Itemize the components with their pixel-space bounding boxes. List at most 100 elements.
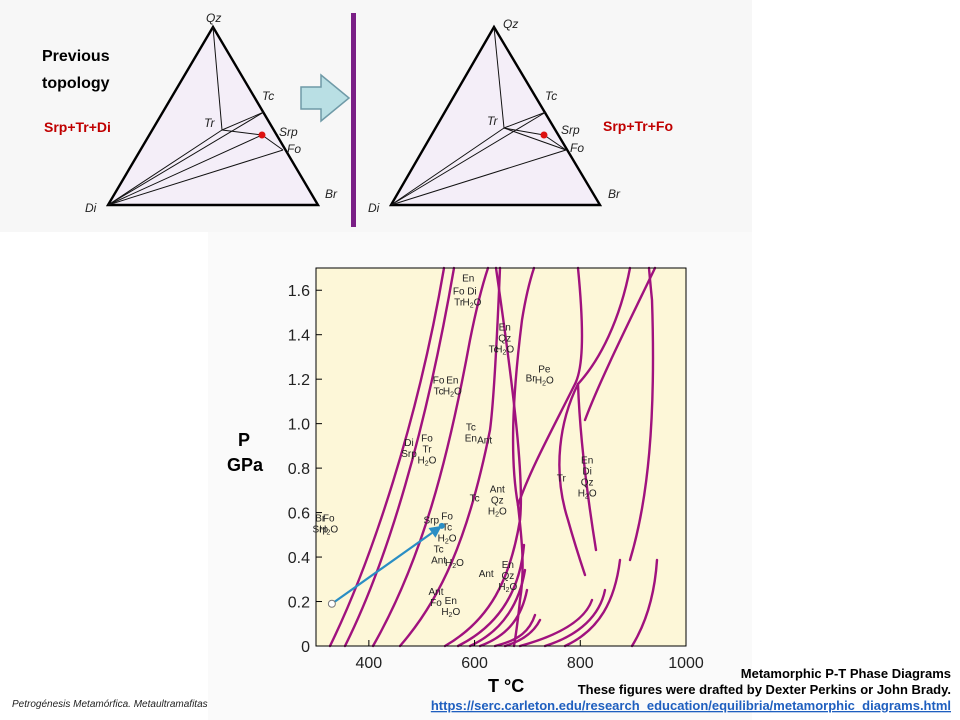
y-axis-label-line1: P [238,430,250,450]
reaction-curve-18 [518,598,594,648]
reaction-curve-9 [493,613,537,648]
field-label-10: Di H2O [462,287,481,310]
field-label-6: Fo Tc [433,376,445,398]
x-axis-label: T °C [488,676,524,696]
left-tieline-srp-fo [261,134,284,151]
right-tieline-tr-srp [503,127,545,136]
y-tick-label-6: 1.2 [288,372,310,389]
reaction-curve-12 [511,266,536,507]
left-tieline-di-tc [107,111,265,206]
field-label-21: Ant Fo [428,587,443,609]
field-label-1: Fo H2O [319,513,338,536]
field-label-0: Br Srp [312,513,328,535]
field-label-4: Di Srp [401,438,417,460]
right-assemblage-label: Srp+Tr+Fo [603,118,673,134]
reaction-curve-21 [628,266,655,562]
left-label-srp: Srp [279,125,298,139]
left-tieline-tr-srp [221,129,263,136]
footer-course-title: Petrogénesis Metamórfica. Metaultramafit… [12,699,208,710]
y-tick-label-4: 0.8 [288,461,310,478]
left-vertex-br: Br [325,187,338,201]
y-tick-label-7: 1.4 [288,328,310,345]
reaction-curve-13 [512,503,524,648]
axis-ticks: 400 600 800 1000 0 0.2 0.4 0.6 0.8 1.0 1.2 1.4 1.6 [288,283,704,672]
topology-title-line2: topology [42,75,110,92]
left-tieline-di-fo [107,149,284,206]
field-label-12: En Qz H2O [495,322,514,356]
left-triangle-diagram: Qz Di Br Tc Tr Srp Fo [85,11,338,215]
highlight-arrow-line [331,531,433,605]
field-label-7: En H2O [443,376,462,399]
transition-arrow-icon [300,73,351,123]
plot-frame [315,267,687,647]
left-tieline-tr-tc [221,111,265,131]
reaction-curve-14 [576,266,632,386]
x-tick-label-0: 400 [356,655,383,672]
field-label-26: En Di Qz H2O [578,456,597,501]
left-assemblage-label: Srp+Tr+Di [44,119,111,135]
right-tieline-di-tr [390,127,505,206]
right-vertex-br: Br [608,187,621,201]
field-label-25: Tr [557,473,567,484]
left-label-fo: Fo [287,142,301,156]
highlight-arrow-start [327,599,336,608]
reaction-curves [328,266,659,648]
panel-divider [351,13,356,227]
highlight-arrow-end [438,522,445,529]
pt-phase-diagram: 400 600 800 1000 0 0.2 0.4 0.6 0.8 1.0 1.2 1.4 1.6 B… [227,266,704,696]
y-axis-label-line2: GPa [227,455,264,475]
right-tieline-di-fo [390,149,567,206]
field-label-11: Tc [489,344,499,355]
field-label-20: H2O [445,558,464,570]
right-tieline-tr-tc [503,111,547,129]
field-label-15: Tc En [465,422,477,444]
field-label-24: En Qz H2O [498,560,517,594]
y-tick-label-3: 0.6 [288,506,310,523]
field-label-13: Br [526,373,537,384]
right-label-fo: Fo [570,141,584,155]
left-tieline-di-srp [107,134,263,206]
y-tick-label-5: 1.0 [288,417,310,434]
field-label-2: Srp [423,516,439,527]
right-srp-marker [540,131,548,139]
left-tieline-di-tr [107,129,223,206]
reaction-curve-15 [576,382,598,552]
field-label-23: Ant [479,569,494,580]
right-vertex-di: Di [368,201,380,215]
y-tick-label-0: 0 [301,639,310,656]
right-label-tc: Tc [545,89,557,103]
x-tick-label-2: 800 [567,655,594,672]
right-tieline-qz-tr [493,26,505,129]
field-label-16: Ant [477,436,492,447]
field-label-14: Pe H2O [535,365,554,388]
right-tieline-tr-fo [503,127,567,151]
reaction-curve-3 [371,266,490,648]
caption-credit: These figures were drafted by Dexter Per… [578,682,951,697]
right-tieline-di-tc [390,111,547,206]
right-vertex-qz: Qz [503,17,518,31]
reaction-curve-16 [558,382,587,577]
reaction-curve-19 [543,588,607,648]
left-label-tc: Tc [262,89,274,103]
reaction-curve-10 [503,618,542,648]
reaction-curve-17 [583,266,657,422]
right-tieline-srp-fo [543,134,567,151]
x-tick-label-1: 600 [461,655,488,672]
source-link[interactable]: https://serc.carleton.edu/research_educa… [431,698,951,713]
right-label-srp: Srp [561,123,580,137]
reaction-curve-1 [328,266,446,648]
x-tick-label-3: 1000 [668,655,704,672]
reaction-curve-2 [343,266,456,648]
highlight-arrow [327,522,445,608]
right-triangle-diagram: Qz Di Br Tc Tr Srp Fo [368,17,621,215]
reaction-curve-4 [398,266,502,648]
reaction-curve-8 [478,588,529,648]
field-label-19: Tc Ant [431,545,446,567]
reaction-curve-11 [516,266,584,507]
field-label-5: Fo Tr H2O [418,433,437,467]
left-vertex-di: Di [85,201,97,215]
left-srp-marker [258,131,266,139]
left-label-tr: Tr [204,116,215,130]
